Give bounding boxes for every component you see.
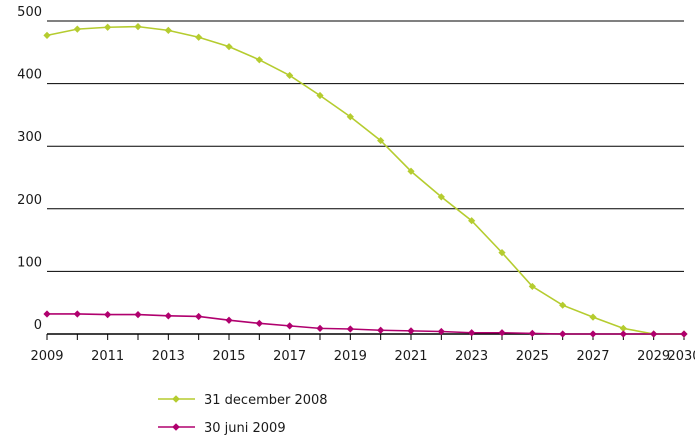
legend-item: 31 december 2008: [158, 393, 328, 408]
data-point: [316, 324, 324, 332]
data-point: [134, 23, 142, 31]
y-tick-label: 400: [17, 68, 42, 83]
x-tick-label: 2011: [91, 349, 124, 364]
series-group: [43, 23, 688, 338]
x-tick-label: 2013: [152, 349, 185, 364]
data-point: [104, 23, 112, 31]
x-tick-label: 2021: [394, 349, 427, 364]
data-point: [255, 56, 263, 64]
data-point: [346, 113, 354, 121]
legend-marker: [172, 423, 180, 431]
y-tick-label: 300: [17, 130, 42, 145]
series-2: [43, 310, 688, 338]
data-point: [437, 193, 445, 201]
data-point: [43, 31, 51, 39]
y-tick-label: 0: [34, 318, 42, 333]
x-axis: [46, 333, 685, 340]
data-point: [528, 329, 536, 337]
data-point: [377, 136, 385, 145]
data-point: [528, 282, 536, 291]
legend-item: 30 juni 2009: [158, 421, 286, 436]
series-line: [47, 313, 684, 335]
data-point: [619, 324, 627, 332]
data-point: [468, 217, 476, 225]
series-line: [46, 25, 684, 335]
legend: 31 december 2008 30 juni 2009: [158, 393, 328, 436]
data-point: [559, 330, 567, 338]
data-point: [377, 326, 385, 334]
y-tick-label: 500: [17, 5, 42, 20]
data-point: [498, 249, 506, 257]
data-point: [134, 310, 142, 319]
data-point: [195, 33, 203, 41]
data-point: [589, 313, 597, 321]
data-point: [195, 312, 203, 321]
data-point: [73, 310, 81, 318]
x-axis-ticks: 2009 2011 2013 2015 2017 2019 2021 2023 2025 2027…: [30, 349, 695, 364]
data-point: [316, 91, 324, 100]
legend-label: 30 juni 2009: [204, 421, 286, 436]
data-point: [255, 319, 263, 327]
y-tick-label: 200: [17, 193, 42, 208]
x-tick-label: 2030: [667, 349, 695, 364]
y-tick-label: 100: [17, 255, 42, 270]
data-point: [680, 330, 688, 338]
data-point: [43, 310, 51, 318]
data-point: [286, 322, 294, 330]
data-point: [650, 330, 658, 338]
legend-marker: [172, 395, 180, 403]
x-tick-label: 2015: [212, 349, 245, 364]
x-tick-label: 2023: [455, 349, 488, 364]
x-tick-label: 2017: [273, 349, 306, 364]
data-point: [73, 25, 81, 33]
data-point: [559, 301, 567, 309]
data-point: [437, 327, 445, 336]
x-tick-label: 2019: [334, 349, 367, 364]
data-point: [498, 329, 506, 337]
x-tick-label: 2009: [30, 349, 63, 364]
data-point: [104, 310, 112, 319]
legend-label: 31 december 2008: [204, 393, 328, 408]
x-tick-label: 2029: [637, 349, 670, 364]
data-point: [407, 327, 415, 335]
series-1: [43, 23, 688, 338]
gridlines: [47, 20, 684, 272]
data-point: [589, 330, 597, 338]
data-point: [619, 330, 627, 338]
data-point: [164, 26, 172, 34]
data-point: [346, 325, 354, 333]
data-point: [407, 167, 415, 175]
data-point: [164, 312, 172, 320]
data-point: [468, 329, 476, 337]
x-tick-label: 2027: [576, 349, 609, 364]
y-axis-ticks: 0 100 200 300 400 500: [17, 5, 42, 333]
x-tick-label: 2025: [516, 349, 549, 364]
data-point: [225, 316, 233, 324]
data-point: [225, 43, 233, 51]
data-point: [286, 71, 294, 80]
